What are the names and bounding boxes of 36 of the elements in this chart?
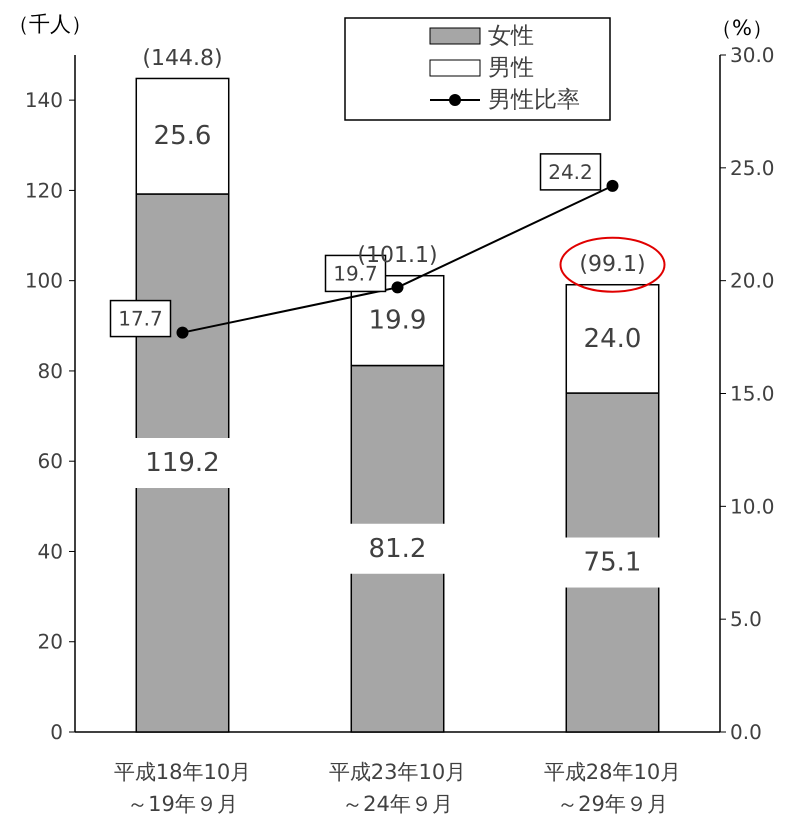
legend-label: 男性比率	[488, 87, 580, 113]
y-tick-label: 20	[38, 630, 63, 654]
y2-tick-label: 20.0	[730, 268, 775, 293]
y2-tick-label: 25.0	[730, 156, 775, 180]
y-tick-label: 120	[24, 178, 63, 202]
data-label: 24.0	[584, 324, 642, 354]
total-label: (144.8)	[142, 46, 223, 71]
data-label: 17.7	[118, 306, 163, 331]
y-tick-label: 40	[38, 539, 63, 564]
y-tick-label: 80	[38, 358, 63, 383]
y-tick-label: 100	[24, 268, 63, 293]
x-tick-label: 平成28年10月～29年９月	[544, 760, 682, 816]
total-label: (99.1)	[579, 252, 646, 278]
legend-label: 女性	[488, 23, 534, 49]
y-axis-title: （千人）	[8, 12, 92, 36]
y-tick-label: 60	[38, 449, 63, 474]
y2-tick-label: 10.0	[730, 494, 775, 518]
x-tick-label: 平成23年10月～24年９月	[328, 760, 466, 816]
data-label: 25.6	[154, 121, 212, 152]
y2-tick-label: 30.0	[730, 43, 775, 67]
x-tick-label: 平成18年10月～19年９月	[114, 760, 252, 816]
y-tick-label: 140	[24, 88, 63, 112]
data-label: 75.1	[584, 548, 642, 578]
data-label: 19.9	[368, 306, 426, 336]
legend-label: 男性	[488, 55, 534, 81]
y2-tick-label: 15.0	[730, 382, 775, 406]
y2-tick-label: 5.0	[730, 607, 762, 632]
data-label: 24.2	[548, 160, 593, 184]
point	[392, 281, 404, 294]
point	[606, 180, 618, 192]
data-label: 81.2	[368, 534, 426, 564]
data-label: 119.2	[145, 448, 220, 478]
y2-tick-label: 0.0	[730, 720, 762, 744]
point	[176, 326, 188, 339]
y-tick-label: 0	[50, 720, 63, 744]
y2-axis-title: （%）	[711, 16, 773, 40]
